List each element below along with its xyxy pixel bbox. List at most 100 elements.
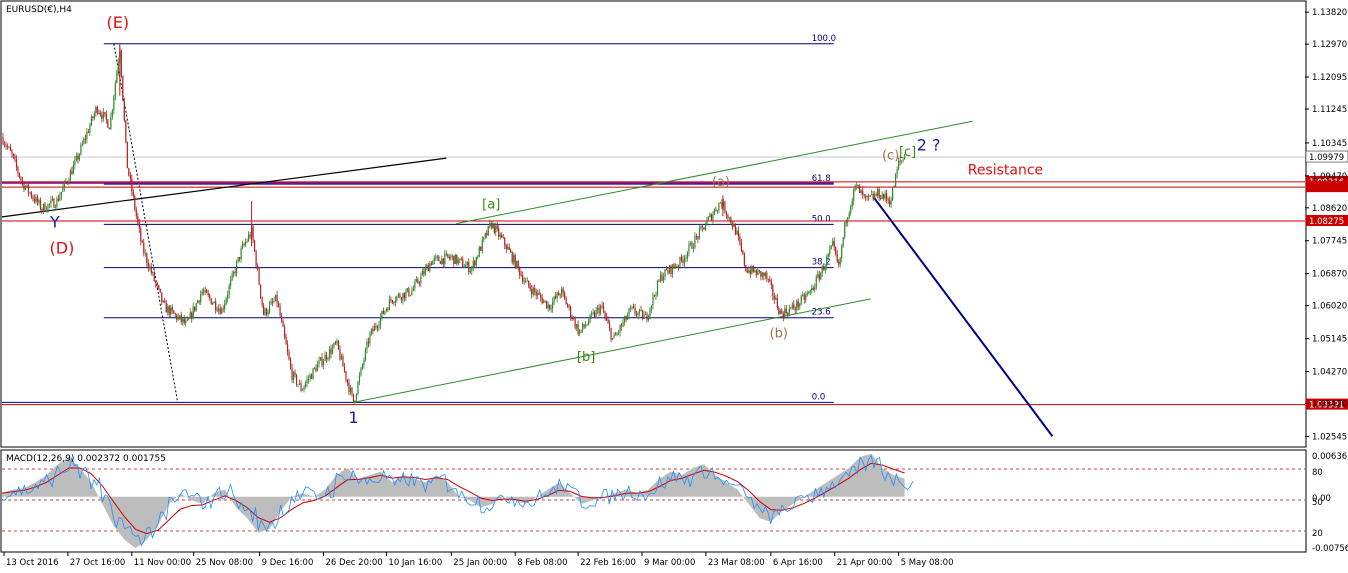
candle-body — [33, 198, 36, 202]
price-tick-label: 1.10345 — [1312, 139, 1347, 149]
candle-body — [56, 198, 58, 208]
price-tick-label: 1.13820 — [1312, 8, 1347, 18]
candle-body — [285, 336, 287, 345]
candle-body — [620, 325, 623, 327]
candle-body — [842, 237, 844, 246]
candle-body — [318, 360, 320, 365]
candle-body — [72, 164, 74, 175]
price-tick-label: 1.08620 — [1312, 204, 1347, 214]
candle-body — [605, 316, 608, 320]
candle-body — [854, 185, 856, 190]
candle-body — [853, 189, 855, 201]
candle-body — [883, 194, 885, 199]
candle-body — [271, 301, 274, 303]
time-tick-label: 6 Apr 16:00 — [773, 558, 823, 568]
candle-body — [298, 383, 301, 385]
candle-body — [667, 270, 669, 273]
candle-body — [504, 237, 506, 246]
candle-body — [182, 318, 184, 322]
candle-body — [784, 308, 786, 318]
candle-body — [481, 239, 483, 251]
candle-body — [730, 217, 732, 224]
candle-body — [20, 177, 22, 181]
upper-channel-line[interactable] — [456, 120, 973, 225]
candle-body — [161, 292, 163, 303]
candle-body — [382, 310, 385, 315]
candle-body — [670, 265, 672, 274]
candle-body — [838, 261, 840, 265]
candle-body — [707, 216, 710, 221]
candle-body — [577, 324, 579, 335]
candle-body — [574, 318, 576, 328]
wave-label: (D) — [50, 239, 75, 258]
candle-body — [165, 302, 167, 313]
candle-body — [823, 266, 825, 271]
candle-body — [328, 349, 331, 358]
candle-body — [790, 307, 792, 309]
candle-body — [101, 114, 103, 119]
candle-body — [99, 113, 101, 115]
candle-body — [203, 291, 205, 293]
candle-body — [230, 279, 232, 286]
candle-body — [18, 173, 21, 178]
candle-body — [84, 138, 86, 140]
candle-body — [454, 254, 456, 265]
candle-body — [96, 106, 98, 113]
candle-body — [252, 226, 254, 241]
candle-body — [465, 264, 467, 268]
candle-body — [818, 274, 820, 280]
macd-label: MACD(12,26,9) 0.002372 0.001755 — [6, 454, 166, 464]
price-tick-label: 1.02545 — [1312, 432, 1347, 442]
candle-body — [231, 273, 233, 280]
candle-body — [349, 387, 352, 392]
projection-line[interactable] — [872, 196, 1054, 437]
candle-body — [47, 204, 49, 211]
candle-body — [441, 258, 443, 264]
candle-body — [144, 253, 146, 255]
candle-body — [301, 389, 304, 391]
candle-body — [372, 328, 374, 332]
candle-body — [195, 303, 197, 311]
candle-body — [868, 195, 870, 197]
candle-body — [376, 327, 379, 329]
candle-body — [638, 309, 641, 313]
candle-body — [800, 295, 802, 304]
black-trendline[interactable] — [1, 157, 447, 218]
candle-body — [626, 315, 629, 320]
macd-axis-label: 50 — [1312, 498, 1323, 508]
candle-body — [366, 341, 368, 350]
candle-body — [258, 268, 260, 285]
candle-body — [66, 181, 68, 183]
candle-body — [78, 154, 80, 160]
candle-body — [51, 199, 54, 201]
candle-body — [826, 256, 828, 267]
candle-body — [640, 309, 642, 311]
candle-body — [751, 265, 753, 274]
candle-body — [95, 106, 97, 114]
candle-body — [700, 226, 702, 229]
candle-body — [866, 195, 868, 198]
candle-body — [755, 270, 757, 276]
candle-body — [601, 305, 603, 307]
candle-body — [224, 303, 226, 310]
candle-body — [149, 266, 151, 269]
candle-body — [484, 233, 486, 238]
candle-body — [893, 186, 895, 188]
candle-body — [658, 280, 660, 282]
candle-body — [662, 276, 665, 281]
fib-level-label: 0.0 — [812, 392, 826, 402]
fib-level-label: 100.0 — [812, 34, 836, 44]
candle-body — [159, 288, 161, 293]
candle-body — [197, 300, 199, 304]
candle-body — [585, 325, 587, 327]
candle-body — [749, 270, 751, 274]
candle-body — [791, 304, 793, 308]
candle-body — [564, 292, 566, 298]
candle-body — [354, 400, 356, 403]
candle-body — [516, 261, 518, 269]
candle-body — [30, 192, 33, 198]
candle-body — [337, 340, 340, 350]
candle-body — [53, 199, 55, 208]
